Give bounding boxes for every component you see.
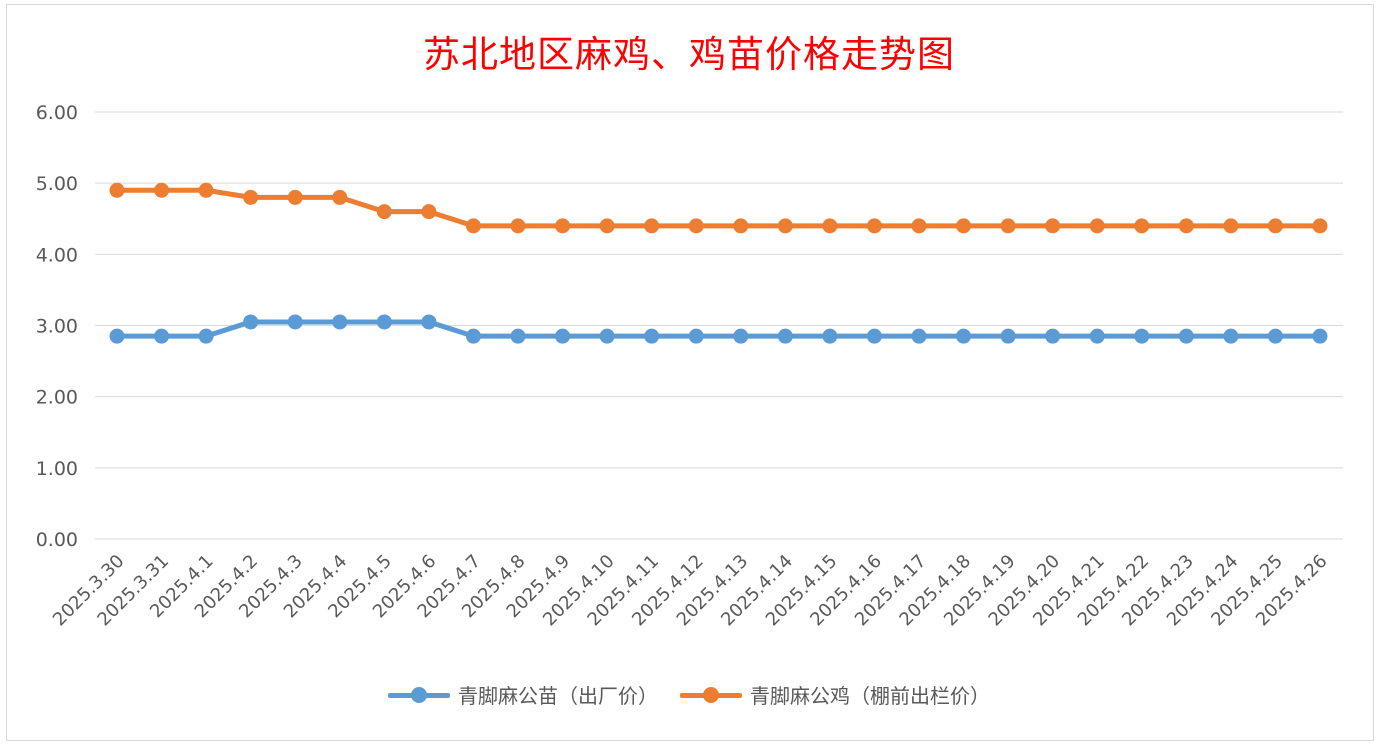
data-point-series-0[interactable] xyxy=(822,328,838,344)
data-point-series-0[interactable] xyxy=(1223,328,1239,344)
data-point-series-0[interactable] xyxy=(644,328,660,344)
data-point-series-1[interactable] xyxy=(1178,218,1194,234)
data-point-series-1[interactable] xyxy=(109,182,125,198)
legend-marker-series-0 xyxy=(388,684,450,706)
data-point-series-0[interactable] xyxy=(1045,328,1061,344)
data-point-series-0[interactable] xyxy=(555,328,571,344)
legend-label-series-1: 青脚麻公鸡（棚前出栏价） xyxy=(750,684,990,708)
data-point-series-1[interactable] xyxy=(1089,218,1105,234)
data-point-series-1[interactable] xyxy=(332,189,348,205)
data-point-series-0[interactable] xyxy=(911,328,927,344)
y-tick-label: 5.00 xyxy=(36,173,78,195)
data-point-series-1[interactable] xyxy=(911,218,927,234)
data-point-series-0[interactable] xyxy=(733,328,749,344)
chart-area[interactable] xyxy=(6,4,1374,741)
data-point-series-1[interactable] xyxy=(644,218,660,234)
gridlines xyxy=(95,111,1343,540)
y-tick-label: 3.00 xyxy=(36,316,78,338)
data-point-series-0[interactable] xyxy=(956,328,972,344)
data-point-series-1[interactable] xyxy=(733,218,749,234)
legend: 青脚麻公苗（出厂价） 青脚麻公鸡（棚前出栏价） xyxy=(0,680,1378,709)
y-tick-label: 6.00 xyxy=(36,102,78,124)
data-point-series-0[interactable] xyxy=(109,328,125,344)
chart-title: 苏北地区麻鸡、鸡苗价格走势图 xyxy=(423,33,955,76)
data-point-series-0[interactable] xyxy=(866,328,882,344)
data-point-series-1[interactable] xyxy=(1134,218,1150,234)
data-point-series-1[interactable] xyxy=(1312,218,1328,234)
data-point-series-1[interactable] xyxy=(243,189,259,205)
data-point-series-1[interactable] xyxy=(510,218,526,234)
x-axis-ticks: 2025.3.302025.3.312025.4.12025.4.22025.4… xyxy=(49,551,1332,631)
data-point-series-1[interactable] xyxy=(1000,218,1016,234)
data-point-series-1[interactable] xyxy=(421,204,437,220)
data-point-series-1[interactable] xyxy=(956,218,972,234)
data-point-series-1[interactable] xyxy=(1045,218,1061,234)
data-point-series-0[interactable] xyxy=(376,314,392,330)
y-tick-label: 2.00 xyxy=(36,387,78,409)
series-lines xyxy=(109,182,1328,344)
data-point-series-0[interactable] xyxy=(1267,328,1283,344)
data-point-series-1[interactable] xyxy=(154,182,170,198)
data-point-series-1[interactable] xyxy=(465,218,481,234)
y-tick-label: 1.00 xyxy=(36,458,78,480)
data-point-series-0[interactable] xyxy=(1089,328,1105,344)
data-point-series-1[interactable] xyxy=(822,218,838,234)
data-point-series-1[interactable] xyxy=(555,218,571,234)
data-point-series-0[interactable] xyxy=(777,328,793,344)
data-point-series-1[interactable] xyxy=(1267,218,1283,234)
series-line-1[interactable] xyxy=(114,187,1323,229)
legend-label-series-0: 青脚麻公苗（出厂价） xyxy=(458,684,658,708)
y-tick-label: 4.00 xyxy=(36,244,78,266)
legend-item-series-1[interactable]: 青脚麻公鸡（棚前出栏价） xyxy=(680,680,990,709)
y-tick-label: 0.00 xyxy=(36,529,78,551)
data-point-series-0[interactable] xyxy=(154,328,170,344)
data-point-series-1[interactable] xyxy=(198,182,214,198)
y-axis-ticks: 0.00 1.00 2.00 3.00 4.00 5.00 6.00 xyxy=(36,102,78,551)
data-point-series-0[interactable] xyxy=(421,314,437,330)
data-point-series-0[interactable] xyxy=(287,314,303,330)
data-point-series-0[interactable] xyxy=(243,314,259,330)
data-point-series-0[interactable] xyxy=(510,328,526,344)
data-point-series-0[interactable] xyxy=(688,328,704,344)
legend-item-series-0[interactable]: 青脚麻公苗（出厂价） xyxy=(388,680,658,709)
data-point-series-0[interactable] xyxy=(465,328,481,344)
data-point-series-1[interactable] xyxy=(688,218,704,234)
data-point-series-1[interactable] xyxy=(1223,218,1239,234)
data-point-series-0[interactable] xyxy=(1134,328,1150,344)
series-line-0[interactable] xyxy=(114,319,1323,339)
data-point-series-1[interactable] xyxy=(866,218,882,234)
data-point-series-0[interactable] xyxy=(599,328,615,344)
data-point-series-0[interactable] xyxy=(1312,328,1328,344)
data-point-series-0[interactable] xyxy=(1178,328,1194,344)
data-point-series-1[interactable] xyxy=(777,218,793,234)
data-point-series-0[interactable] xyxy=(1000,328,1016,344)
data-point-series-0[interactable] xyxy=(332,314,348,330)
data-point-series-1[interactable] xyxy=(287,189,303,205)
data-point-series-1[interactable] xyxy=(376,204,392,220)
data-point-series-1[interactable] xyxy=(599,218,615,234)
data-point-series-0[interactable] xyxy=(198,328,214,344)
legend-marker-series-1 xyxy=(680,684,742,706)
